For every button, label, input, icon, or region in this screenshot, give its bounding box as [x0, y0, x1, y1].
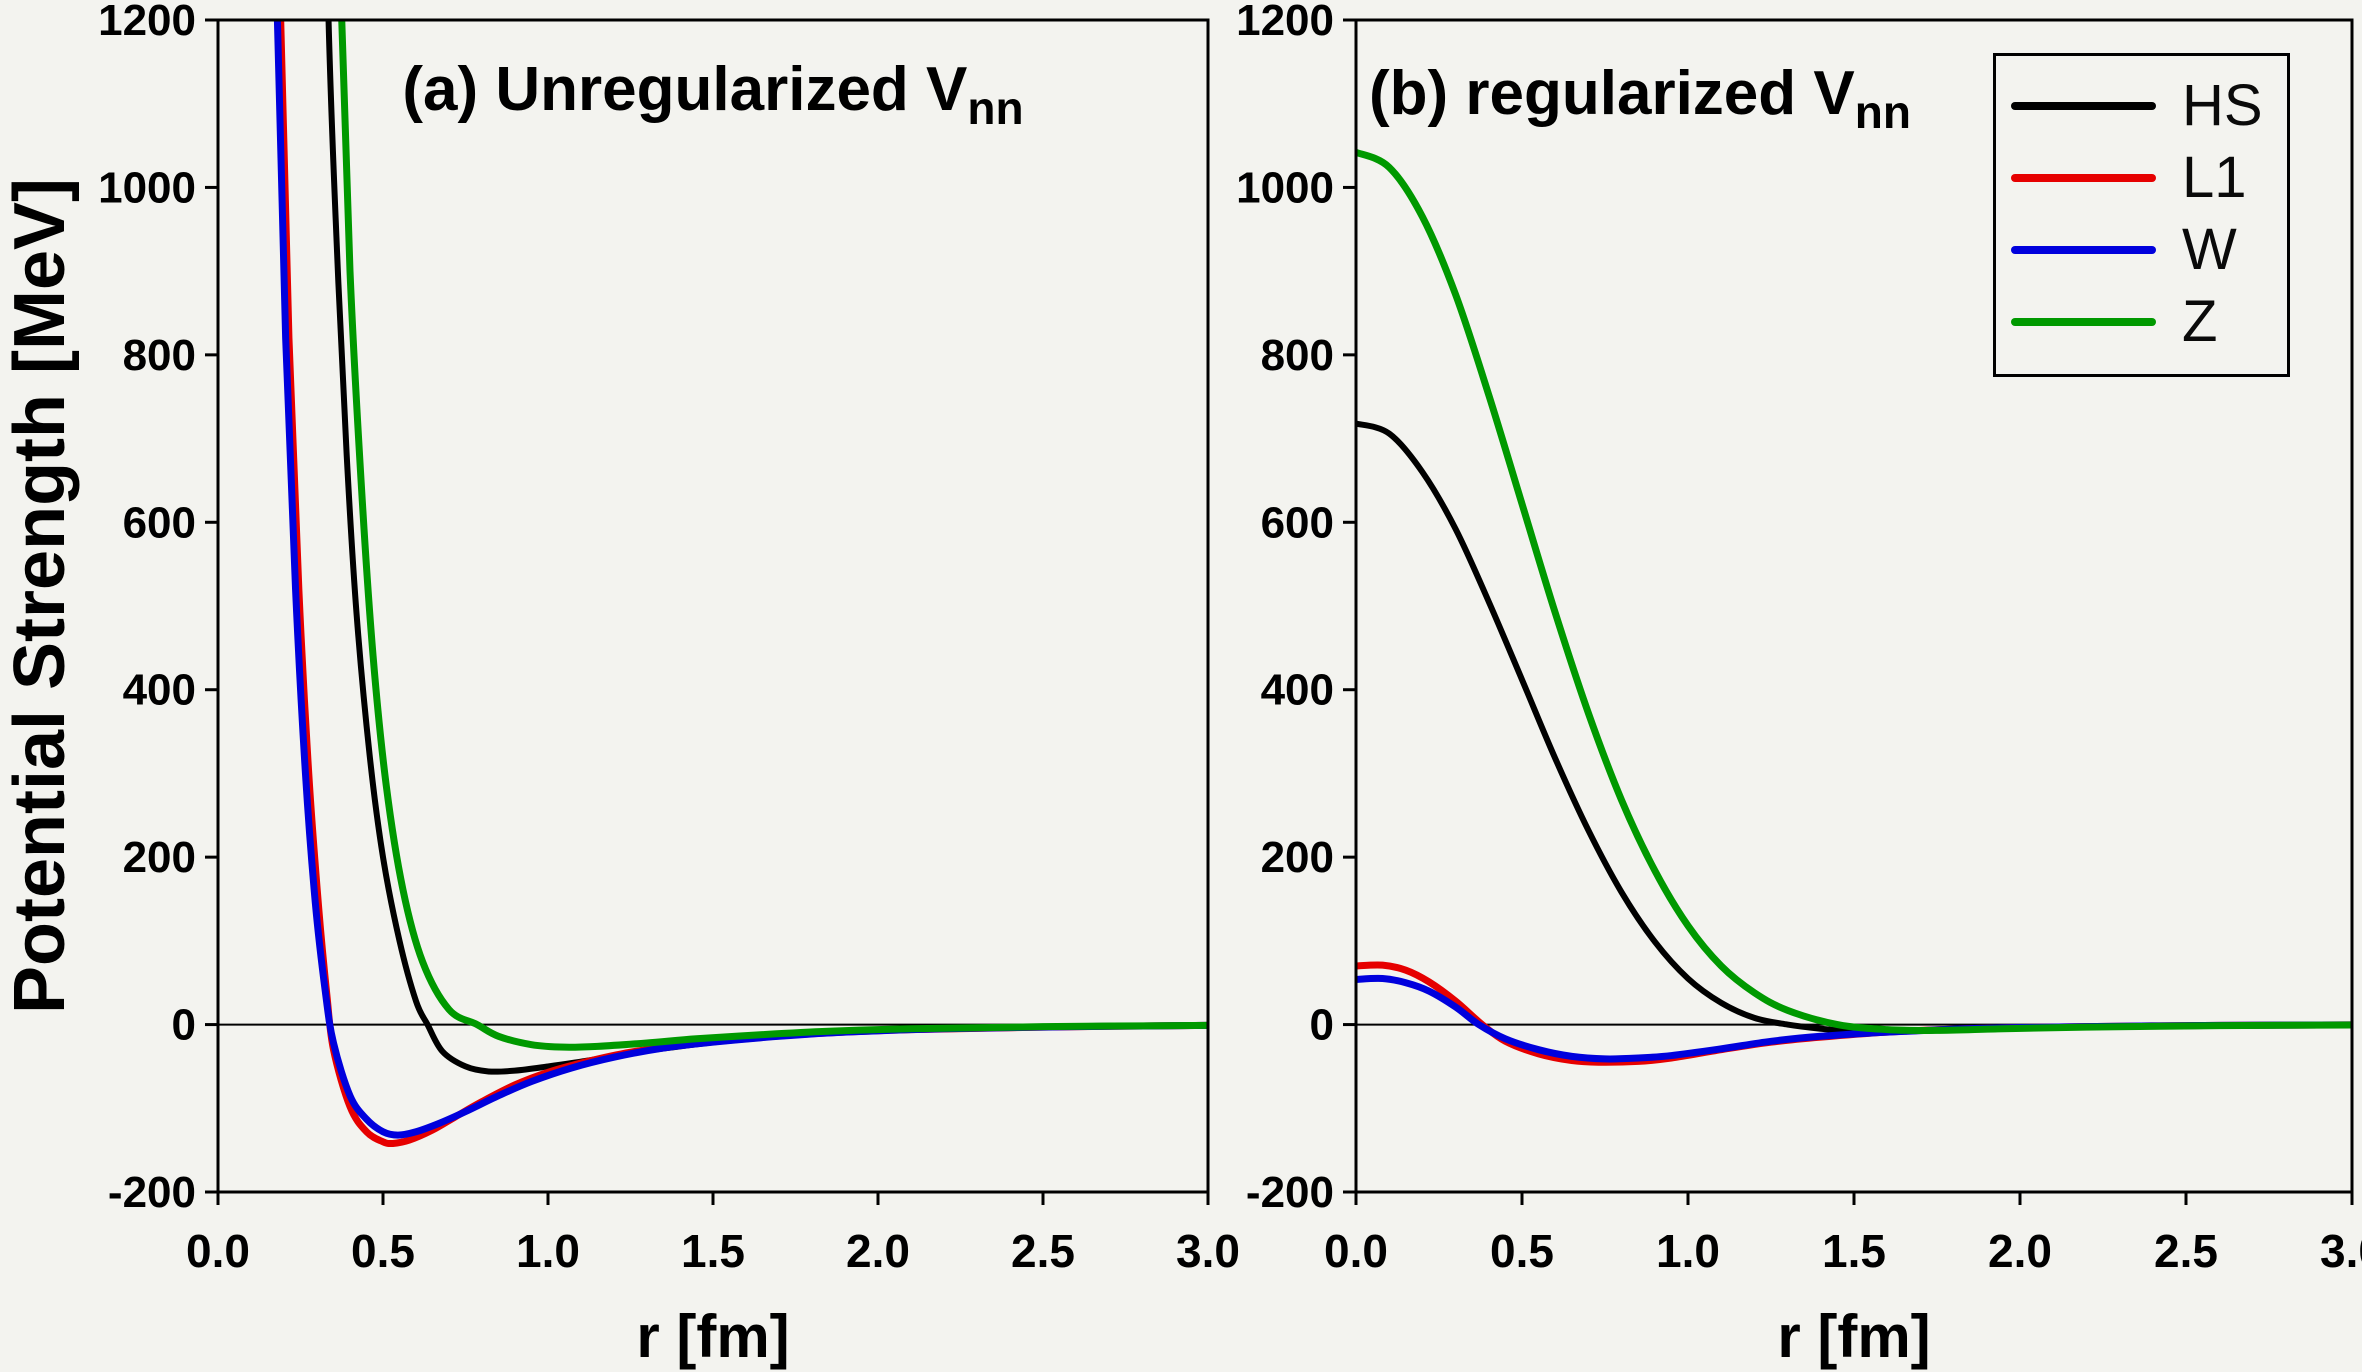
y-tick-label: 1200: [98, 0, 196, 45]
legend-label-w: W: [2182, 217, 2237, 282]
panel-a-title-text: (a) Unregularized V: [402, 55, 968, 124]
y-tick-label: 600: [123, 498, 196, 547]
curve-w-panel-b: [1356, 974, 2352, 1063]
legend-line-l1-icon: [2011, 174, 2156, 182]
y-tick-label: 1000: [1236, 163, 1334, 212]
y-tick-label: 200: [123, 833, 196, 882]
x-tick-label: 2.0: [1988, 1225, 2052, 1277]
legend-line-w-icon: [2011, 246, 2156, 254]
y-tick-label: 0: [172, 1001, 196, 1050]
legend-item-hs: HS: [1996, 70, 2287, 142]
legend: HS L1 W Z: [1993, 53, 2290, 377]
y-tick-label: -200: [1246, 1168, 1334, 1217]
y-tick-label: 0: [1310, 1001, 1334, 1050]
panel-a-x-axis-title: r [fm]: [636, 1303, 790, 1370]
y-axis-title: Potential Strength [MeV]: [0, 177, 80, 1015]
panel-b-title: (b) regularized Vnn: [1369, 58, 1911, 139]
curve-hs-panel-a: [325, 20, 1208, 1075]
curve-hs-panel-b: [1356, 420, 2352, 1035]
curve-z-panel-a: [338, 20, 1208, 1051]
y-tick-label: -200: [108, 1168, 196, 1217]
y-tick-label: 800: [123, 331, 196, 380]
legend-label-hs: HS: [2182, 73, 2263, 138]
x-tick-label: 1.0: [516, 1225, 580, 1277]
legend-item-z: Z: [1996, 286, 2287, 358]
curve-z-panel-b: [1356, 148, 2352, 1034]
legend-line-hs-icon: [2011, 102, 2156, 110]
panel-a-title-subscript: nn: [967, 82, 1024, 134]
x-tick-label: 1.0: [1656, 1225, 1720, 1277]
x-tick-label: 2.5: [1011, 1225, 1075, 1277]
x-tick-label: 0.5: [351, 1225, 415, 1277]
x-tick-label: 1.5: [681, 1225, 745, 1277]
y-tick-label: 1000: [98, 163, 196, 212]
legend-item-w: W: [1996, 214, 2287, 286]
panel-b-x-axis-title: r [fm]: [1777, 1303, 1931, 1370]
y-tick-label: 400: [123, 666, 196, 715]
x-tick-label: 3.0: [2320, 1225, 2362, 1277]
x-tick-label: 2.5: [2154, 1225, 2218, 1277]
x-tick-label: 2.0: [846, 1225, 910, 1277]
y-tick-label: 400: [1261, 666, 1334, 715]
legend-item-l1: L1: [1996, 142, 2287, 214]
legend-line-z-icon: [2011, 318, 2156, 326]
y-tick-label: 600: [1261, 498, 1334, 547]
y-tick-label: 800: [1261, 331, 1334, 380]
panel-b-title-text: (b) regularized V: [1369, 59, 1855, 128]
x-tick-label: 3.0: [1176, 1225, 1240, 1277]
legend-label-l1: L1: [2182, 145, 2247, 210]
y-tick-label: 200: [1261, 833, 1334, 882]
panel-b-title-subscript: nn: [1854, 86, 1911, 138]
x-tick-label: 0.0: [1324, 1225, 1388, 1277]
y-tick-label: 1200: [1236, 0, 1334, 45]
curve-l1-panel-b: [1356, 961, 2352, 1066]
x-tick-label: 1.5: [1822, 1225, 1886, 1277]
x-tick-label: 0.5: [1490, 1225, 1554, 1277]
x-tick-label: 0.0: [186, 1225, 250, 1277]
legend-label-z: Z: [2182, 289, 2218, 354]
panel-a-title: (a) Unregularized Vnn: [218, 54, 1208, 135]
